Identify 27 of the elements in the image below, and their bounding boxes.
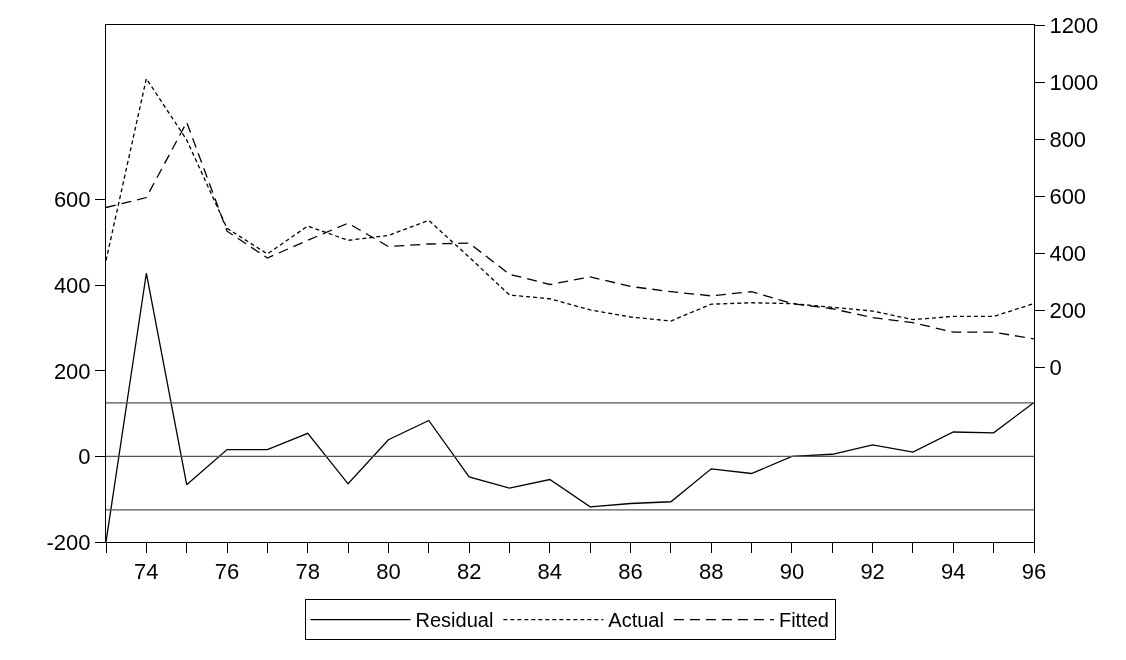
y-tick-label: -200	[46, 529, 91, 555]
x-tick-label: 90	[779, 559, 805, 585]
y-tick-label: 600	[53, 187, 91, 213]
x-tick-label: 84	[537, 559, 563, 585]
x-tick-label: 78	[295, 559, 320, 585]
y2-tick-label: 1000	[1049, 69, 1099, 95]
y-tick-label: 0	[78, 444, 91, 470]
x-tick-label: 96	[1021, 559, 1047, 585]
y2-tick-label: 800	[1049, 126, 1087, 152]
y2-tick-label: 200	[1049, 297, 1087, 323]
text: Actual	[608, 609, 664, 632]
y2-tick-label: 400	[1049, 240, 1087, 266]
x-tick-label: 82	[456, 559, 482, 585]
x-tick-label: 92	[860, 559, 885, 585]
y2-tick-label: 1200	[1049, 12, 1099, 38]
x-tick-label: 88	[698, 559, 724, 585]
x-tick-label: 94	[941, 559, 966, 585]
x-tick-label: 86	[618, 559, 643, 585]
y-tick-label: 200	[53, 358, 91, 384]
x-tick-label: 80	[376, 559, 401, 585]
legend-label: Fitted	[778, 609, 829, 632]
x-tick-label: 76	[214, 559, 240, 585]
x-tick-label: 74	[134, 559, 159, 585]
y2-tick-label: 600	[1049, 183, 1087, 209]
legend-label: Residual	[415, 609, 494, 632]
y-tick-label: 400	[53, 272, 91, 298]
y2-tick-label: 0	[1049, 354, 1062, 380]
